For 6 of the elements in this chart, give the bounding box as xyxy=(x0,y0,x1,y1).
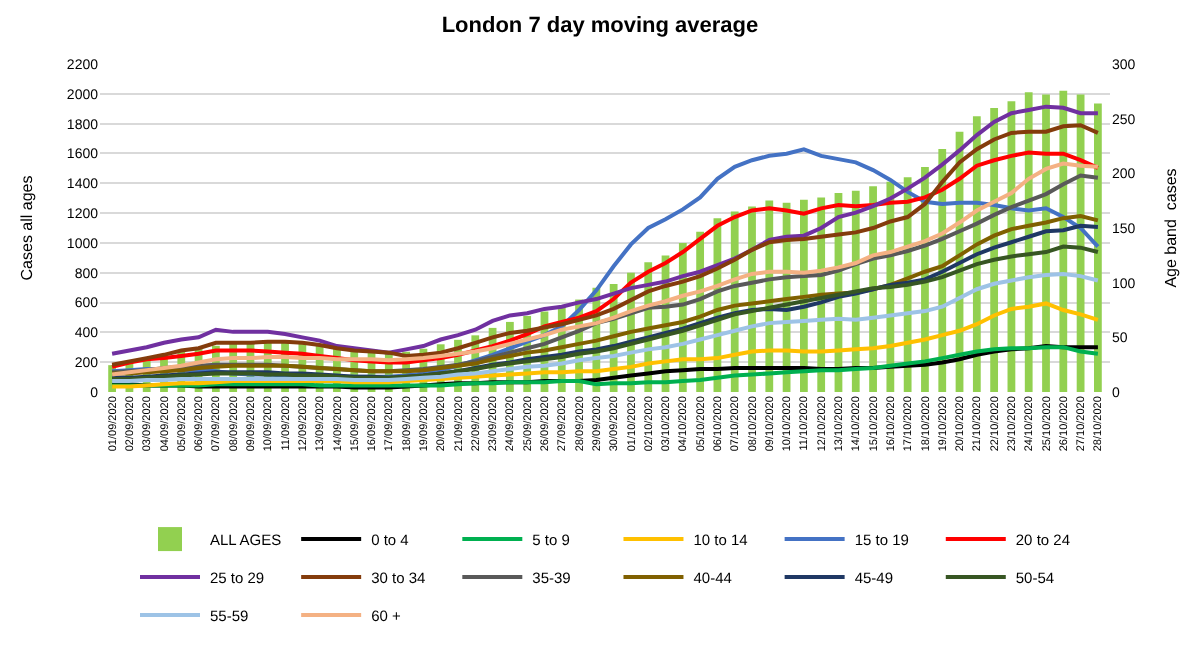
y2-axis-title: Age band cases xyxy=(1161,168,1180,288)
y-axis-title: Cases all ages xyxy=(18,175,37,281)
line-series xyxy=(110,301,1100,389)
bar xyxy=(1094,103,1102,392)
line-series xyxy=(110,271,1100,384)
chart-title: London 7 day moving average xyxy=(441,14,759,39)
